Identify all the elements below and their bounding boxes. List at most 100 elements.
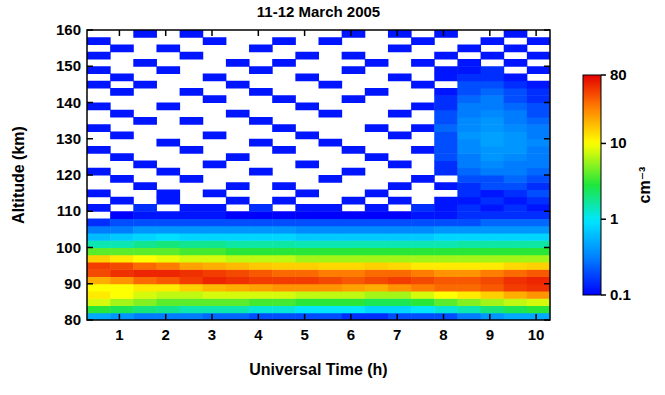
cell	[388, 197, 412, 205]
cell	[133, 255, 157, 263]
cell	[249, 139, 273, 147]
cell	[457, 291, 481, 299]
cell	[249, 117, 273, 125]
cell	[180, 211, 204, 219]
cell	[226, 262, 250, 270]
cell	[504, 45, 528, 53]
cell	[527, 226, 550, 234]
cell	[457, 88, 481, 96]
cell	[481, 103, 505, 111]
cell	[272, 262, 296, 270]
cell	[156, 226, 180, 234]
cell	[457, 269, 481, 277]
cell	[434, 124, 458, 132]
cell	[203, 291, 227, 299]
cell	[342, 146, 366, 154]
cell	[504, 306, 528, 314]
cell	[180, 277, 204, 285]
cell	[249, 277, 273, 285]
cell	[388, 255, 412, 263]
cell	[388, 298, 412, 306]
cell	[504, 139, 528, 147]
cell	[226, 226, 250, 234]
cell	[481, 219, 505, 227]
cell	[87, 66, 111, 74]
cell	[319, 37, 343, 45]
cell	[457, 153, 481, 161]
cell	[342, 298, 366, 306]
cell	[295, 240, 319, 248]
cell	[457, 74, 481, 82]
cell	[481, 81, 505, 89]
cell	[527, 255, 550, 263]
cell	[319, 277, 343, 285]
y-tick	[544, 211, 550, 213]
cell	[295, 52, 319, 60]
cell	[156, 211, 180, 219]
cell	[87, 248, 111, 256]
x-tick	[396, 30, 398, 36]
cell	[133, 211, 157, 219]
cell	[481, 197, 505, 205]
y-tick	[87, 319, 93, 321]
cell	[527, 175, 550, 183]
cell	[527, 110, 550, 118]
cell	[527, 269, 550, 277]
y-tick	[87, 102, 93, 104]
cell	[504, 30, 528, 38]
cell	[133, 306, 157, 314]
cell	[481, 66, 505, 74]
y-tick-label: 110	[57, 202, 81, 219]
cell	[295, 132, 319, 140]
x-tick-label: 2	[162, 326, 170, 343]
cell	[481, 168, 505, 176]
cell	[272, 226, 296, 234]
cell	[527, 197, 550, 205]
cell	[319, 110, 343, 118]
cell	[180, 291, 204, 299]
cell	[319, 240, 343, 248]
cell	[203, 132, 227, 140]
cell	[365, 233, 389, 241]
cell	[203, 161, 227, 169]
cell	[527, 313, 550, 320]
cell	[249, 88, 273, 96]
cell	[504, 81, 528, 89]
cell	[365, 124, 389, 132]
cell	[110, 277, 134, 285]
cell	[527, 37, 550, 45]
cell	[295, 284, 319, 292]
cell	[272, 146, 296, 154]
cell	[434, 248, 458, 256]
cell	[365, 248, 389, 256]
cell	[180, 233, 204, 241]
cell	[388, 219, 412, 227]
x-tick-label: 7	[393, 326, 401, 343]
cell	[434, 262, 458, 270]
cell	[319, 204, 343, 212]
cell	[504, 262, 528, 270]
cell	[434, 30, 458, 38]
y-tick	[87, 66, 93, 68]
cell	[133, 233, 157, 241]
cell	[527, 233, 550, 241]
cell	[272, 124, 296, 132]
cell	[457, 219, 481, 227]
cell	[457, 255, 481, 263]
cell	[504, 313, 528, 320]
cell	[295, 219, 319, 227]
cell	[527, 284, 550, 292]
cell	[411, 219, 435, 227]
colorbar-tick	[601, 74, 606, 76]
y-tick	[544, 102, 550, 104]
cell	[87, 269, 111, 277]
y-tick	[544, 29, 550, 31]
y-tick-label: 150	[56, 57, 81, 74]
cell	[388, 110, 412, 118]
cell	[481, 306, 505, 314]
cell	[411, 211, 435, 219]
cell	[365, 306, 389, 314]
cell	[180, 313, 204, 320]
cell	[295, 233, 319, 241]
cell	[133, 262, 157, 270]
